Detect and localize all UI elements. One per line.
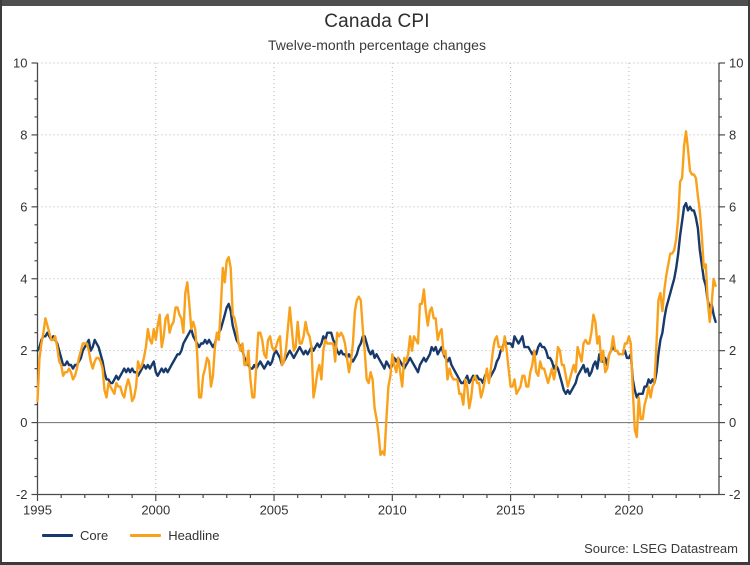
source-attribution: Source: LSEG Datastream (584, 541, 738, 556)
svg-text:6: 6 (729, 199, 736, 214)
svg-text:-2: -2 (729, 487, 741, 502)
legend-label-headline: Headline (168, 528, 220, 543)
svg-text:2000: 2000 (141, 503, 170, 518)
svg-text:2005: 2005 (260, 503, 289, 518)
legend-label-core: Core (80, 528, 109, 543)
svg-text:2010: 2010 (378, 503, 407, 518)
svg-text:10: 10 (729, 56, 743, 71)
svg-text:8: 8 (20, 127, 27, 142)
svg-text:0: 0 (729, 415, 736, 430)
chart-subtitle: Twelve-month percentage changes (268, 37, 486, 53)
svg-text:4: 4 (729, 271, 736, 286)
svg-text:6: 6 (20, 199, 27, 214)
svg-text:8: 8 (729, 127, 736, 142)
svg-text:0: 0 (20, 415, 27, 430)
svg-text:10: 10 (13, 56, 27, 71)
chart-legend: Core Headline (42, 528, 220, 543)
headline-line (36, 130, 717, 457)
svg-text:2015: 2015 (496, 503, 525, 518)
core-line (36, 201, 717, 399)
svg-text:4: 4 (20, 271, 27, 286)
core-line-swatch (42, 534, 73, 537)
window-top-bar (2, 0, 748, 6)
headline-line-swatch (130, 534, 162, 537)
legend-item-headline: Headline (130, 528, 220, 543)
chart-title: Canada CPI (324, 11, 430, 32)
svg-text:2: 2 (729, 343, 736, 358)
legend-item-core: Core (42, 528, 108, 543)
svg-text:2: 2 (20, 343, 27, 358)
svg-text:2020: 2020 (614, 503, 643, 518)
svg-text:-2: -2 (16, 487, 28, 502)
svg-text:1995: 1995 (23, 503, 52, 518)
